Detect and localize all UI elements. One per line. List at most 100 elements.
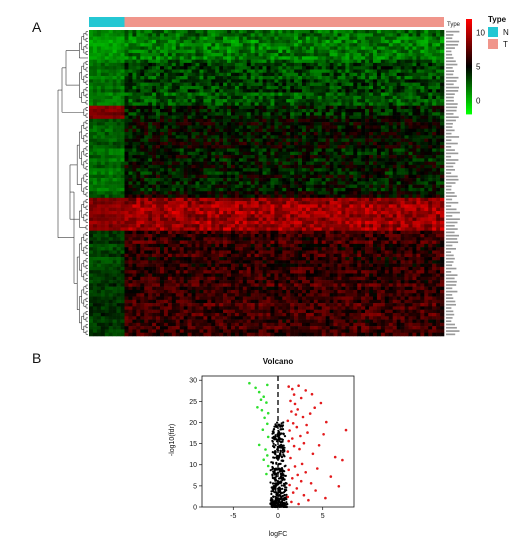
heatmap-cell xyxy=(270,112,275,116)
heatmap-cell xyxy=(254,171,259,176)
heatmap-cell xyxy=(274,151,279,156)
heatmap-cell xyxy=(325,76,330,80)
heatmap-cell xyxy=(195,85,200,90)
heatmap-cell xyxy=(227,49,232,54)
heatmap-cell xyxy=(305,145,311,149)
heatmap-cell xyxy=(183,151,188,156)
heatmap-cell xyxy=(128,171,133,176)
heatmap-cell xyxy=(203,161,208,166)
heatmap-cell xyxy=(369,46,374,51)
heatmap-cell xyxy=(396,164,401,169)
heatmap-cell xyxy=(337,135,342,139)
heatmap-cell xyxy=(148,115,153,120)
heatmap-cell xyxy=(278,168,283,172)
heatmap-cell xyxy=(89,82,94,87)
heatmap-cell xyxy=(384,122,390,126)
heatmap-cell xyxy=(404,39,409,44)
heatmap-cell xyxy=(211,76,216,80)
heatmap-cell xyxy=(337,158,342,162)
heatmap-cell xyxy=(128,168,133,172)
heatmap-cell xyxy=(219,76,224,80)
heatmap-cell xyxy=(298,33,303,37)
heatmap-cell xyxy=(365,108,370,113)
heatmap-cell xyxy=(380,85,386,90)
heatmap-cell xyxy=(420,125,425,130)
heatmap-cell xyxy=(325,82,330,87)
heatmap-cell xyxy=(195,30,200,34)
heatmap-cell xyxy=(148,155,153,159)
heatmap-cell xyxy=(128,72,133,77)
heatmap-cell xyxy=(380,148,386,153)
heatmap-cell xyxy=(424,122,429,126)
heatmap-cell xyxy=(152,132,157,136)
heatmap-cell xyxy=(124,148,129,153)
heatmap-cell xyxy=(396,66,401,70)
heatmap-cell xyxy=(203,135,208,139)
heatmap-cell xyxy=(349,79,354,83)
heatmap-cell xyxy=(219,178,224,182)
heatmap-cell xyxy=(171,181,177,185)
heatmap-cell xyxy=(246,181,252,185)
heatmap-cell xyxy=(227,66,232,70)
heatmap-cell xyxy=(187,36,192,41)
heatmap-cell xyxy=(100,39,106,44)
heatmap-cell xyxy=(313,30,319,34)
heatmap-cell xyxy=(128,145,133,149)
heatmap-cell xyxy=(167,56,173,60)
heatmap-cell xyxy=(428,49,433,54)
heatmap-cell xyxy=(144,105,149,110)
heatmap-cell xyxy=(163,151,169,156)
heatmap-cell xyxy=(337,99,342,103)
heatmap-cell xyxy=(128,53,133,57)
heatmap-cell xyxy=(219,141,224,146)
heatmap-cell xyxy=(211,168,216,172)
heatmap-cell xyxy=(333,148,338,153)
heatmap-cell xyxy=(160,49,165,54)
heatmap-cell xyxy=(388,155,394,159)
heatmap-cell xyxy=(163,181,169,185)
heatmap-cell xyxy=(424,79,429,83)
heatmap-cell xyxy=(436,191,441,195)
heatmap-cell xyxy=(424,197,429,202)
heatmap-cell xyxy=(187,82,192,87)
heatmap-cell xyxy=(116,132,121,136)
heatmap-cell xyxy=(353,105,358,110)
heatmap-cell xyxy=(152,194,157,199)
heatmap-cell xyxy=(294,197,299,202)
heatmap-cell xyxy=(345,112,350,116)
heatmap-cell xyxy=(231,53,236,57)
heatmap-cell xyxy=(148,69,153,74)
heatmap-cell xyxy=(396,53,401,57)
heatmap-cell xyxy=(132,108,137,113)
heatmap-cell xyxy=(148,145,153,149)
heatmap-cell xyxy=(365,174,370,179)
heatmap-cell xyxy=(187,59,192,64)
heatmap-cell xyxy=(286,30,291,34)
heatmap-cell xyxy=(361,92,366,97)
heatmap-cell xyxy=(219,201,224,205)
heatmap-cell xyxy=(231,108,236,113)
heatmap-cell xyxy=(246,53,252,57)
heatmap-cell xyxy=(313,62,319,67)
heatmap-cell xyxy=(152,82,157,87)
heatmap-cell xyxy=(89,56,94,60)
heatmap-cell xyxy=(294,132,299,136)
heatmap-cell xyxy=(396,135,401,139)
heatmap-cell xyxy=(317,168,323,172)
heatmap-cell xyxy=(266,197,271,202)
heatmap-cell xyxy=(132,197,137,202)
heatmap-cell xyxy=(282,118,287,123)
heatmap-cell xyxy=(215,164,220,169)
heatmap-cell xyxy=(242,191,248,195)
heatmap-cell xyxy=(420,148,425,153)
heatmap-cell xyxy=(171,82,177,87)
heatmap-cell xyxy=(140,141,145,146)
heatmap-cell xyxy=(152,69,157,74)
heatmap-cell xyxy=(234,194,240,199)
heatmap-cell xyxy=(120,197,125,202)
heatmap-cell xyxy=(373,89,378,93)
heatmap-cell xyxy=(400,138,405,143)
heatmap-cell xyxy=(365,164,370,169)
heatmap-cell xyxy=(112,122,117,126)
heatmap-cell xyxy=(234,95,240,100)
